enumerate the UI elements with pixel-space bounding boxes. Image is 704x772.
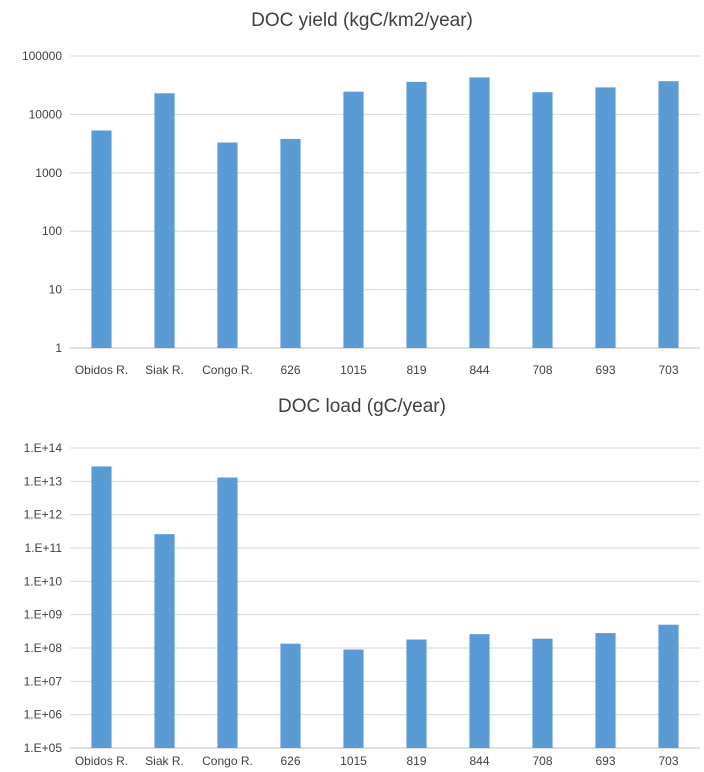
chart-title: DOC yield (kgC/km2/year) xyxy=(251,10,473,31)
y-tick-label: 1000 xyxy=(35,166,62,180)
bar xyxy=(217,142,238,348)
x-tick-label: 693 xyxy=(595,754,615,768)
gridlines xyxy=(70,447,700,749)
x-tick-label: 703 xyxy=(658,754,678,768)
y-tick-label: 1.E+05 xyxy=(24,741,63,755)
bar xyxy=(532,92,553,348)
y-tick-label: 100 xyxy=(42,224,62,238)
bar xyxy=(343,649,364,748)
chart-title: DOC load (gC/year) xyxy=(278,396,446,417)
bar xyxy=(595,87,616,348)
bar xyxy=(343,91,364,348)
y-tick-label: 10000 xyxy=(29,107,63,121)
x-tick-label: 626 xyxy=(280,363,300,377)
y-tick-label: 1.E+07 xyxy=(24,674,63,688)
y-tick-labels: 1 10 100 1000 10000 100000 xyxy=(22,49,62,355)
y-tick-label: 1 xyxy=(55,341,62,355)
x-tick-label: Congo R. xyxy=(202,363,253,377)
y-tick-label: 1.E+13 xyxy=(24,474,63,488)
x-tick-label: 1015 xyxy=(340,363,367,377)
y-tick-label: 100000 xyxy=(22,49,62,63)
x-tick-label: 819 xyxy=(406,754,426,768)
x-tick-label: 708 xyxy=(532,363,552,377)
x-tick-label: 1015 xyxy=(340,754,367,768)
gridlines xyxy=(70,55,700,349)
x-tick-label: Siak R. xyxy=(145,363,184,377)
x-tick-labels: Obidos R. Siak R. Congo R. 626 1015 819 844 708… xyxy=(75,754,679,768)
bar xyxy=(532,638,553,748)
bar xyxy=(658,624,679,748)
x-tick-label: Congo R. xyxy=(202,754,253,768)
bar xyxy=(469,634,490,748)
x-tick-label: 703 xyxy=(658,363,678,377)
bars xyxy=(91,466,679,748)
y-tick-label: 10 xyxy=(49,283,63,297)
y-tick-label: 1.E+14 xyxy=(24,441,63,455)
bar xyxy=(154,93,175,349)
y-tick-labels: 1.E+05 1.E+06 1.E+07 1.E+08 1.E+09 1.E+10 1.E+… xyxy=(24,441,63,755)
y-tick-label: 1.E+08 xyxy=(24,641,63,655)
x-tick-labels: Obidos R. Siak R. Congo R. 626 1015 819 844 708… xyxy=(75,363,679,377)
x-tick-label: 626 xyxy=(280,754,300,768)
bar xyxy=(280,643,301,748)
y-tick-label: 1.E+06 xyxy=(24,708,63,722)
x-tick-label: 693 xyxy=(595,363,615,377)
bar xyxy=(91,130,112,348)
x-tick-label: 844 xyxy=(469,363,489,377)
bars xyxy=(91,77,679,349)
chart-doc-yield: DOC yield (kgC/km2/year) 1 10 100 1000 10000… xyxy=(22,10,700,377)
x-tick-label: Siak R. xyxy=(145,754,184,768)
y-tick-label: 1.E+11 xyxy=(25,541,63,555)
x-tick-label: 819 xyxy=(406,363,426,377)
y-tick-label: 1.E+12 xyxy=(24,508,63,522)
bar xyxy=(217,477,238,748)
bar xyxy=(406,639,427,748)
bar xyxy=(91,466,112,748)
chart-doc-load: DOC load (gC/year) 1.E+051.E+061.E+071.E… xyxy=(24,396,700,768)
bar xyxy=(658,81,679,349)
bar xyxy=(595,633,616,748)
bar xyxy=(469,77,490,348)
bar xyxy=(406,81,427,349)
x-tick-label: 844 xyxy=(469,754,489,768)
x-tick-label: 708 xyxy=(532,754,552,768)
x-tick-label: Obidos R. xyxy=(75,363,128,377)
x-tick-label: Obidos R. xyxy=(75,754,128,768)
y-tick-label: 1.E+10 xyxy=(24,574,63,588)
bar xyxy=(154,534,175,748)
bar xyxy=(280,138,301,348)
y-tick-label: 1.E+09 xyxy=(24,608,63,622)
